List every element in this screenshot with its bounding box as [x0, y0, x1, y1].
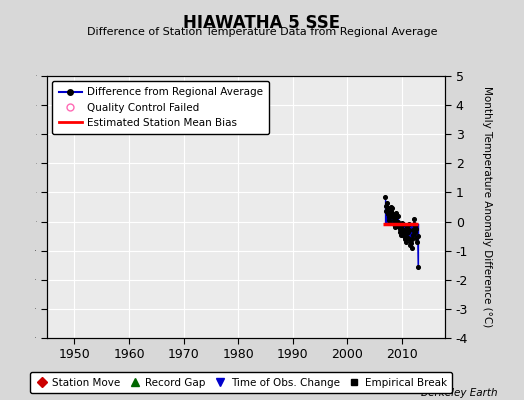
- Point: [406, 242, 414, 248]
- Point: [411, 228, 420, 235]
- Point: [400, 227, 408, 234]
- Point: [401, 236, 409, 242]
- Point: [394, 212, 402, 219]
- Point: [396, 228, 404, 235]
- Point: [408, 236, 416, 242]
- Point: [405, 221, 413, 228]
- Point: [390, 224, 399, 230]
- Point: [384, 211, 392, 218]
- Point: [391, 210, 400, 216]
- Text: Berkeley Earth: Berkeley Earth: [421, 388, 498, 398]
- Point: [412, 234, 420, 241]
- Point: [407, 244, 416, 251]
- Point: [388, 205, 397, 212]
- Point: [387, 204, 395, 210]
- Text: HIAWATHA 5 SSE: HIAWATHA 5 SSE: [183, 14, 341, 32]
- Point: [399, 221, 408, 228]
- Point: [396, 226, 405, 232]
- Point: [386, 220, 394, 226]
- Point: [398, 226, 407, 232]
- Point: [411, 223, 419, 229]
- Point: [413, 239, 421, 245]
- Point: [398, 220, 406, 226]
- Point: [413, 233, 422, 239]
- Point: [382, 202, 390, 209]
- Point: [394, 218, 402, 225]
- Point: [387, 208, 396, 214]
- Point: [392, 214, 400, 220]
- Point: [389, 211, 397, 218]
- Point: [391, 216, 399, 222]
- Point: [410, 216, 419, 222]
- Point: [403, 228, 412, 235]
- Point: [409, 227, 418, 234]
- Point: [403, 224, 411, 230]
- Point: [383, 200, 391, 206]
- Point: [410, 221, 418, 228]
- Point: [397, 232, 405, 238]
- Point: [407, 240, 415, 246]
- Point: [402, 239, 410, 245]
- Point: [383, 208, 391, 214]
- Point: [385, 217, 394, 223]
- Point: [412, 226, 421, 232]
- Y-axis label: Monthly Temperature Anomaly Difference (°C): Monthly Temperature Anomaly Difference (…: [482, 86, 492, 328]
- Point: [414, 264, 422, 270]
- Point: [392, 218, 401, 225]
- Point: [395, 224, 403, 230]
- Point: [401, 234, 410, 241]
- Point: [409, 232, 417, 238]
- Point: [381, 194, 389, 200]
- Point: [402, 230, 411, 236]
- Point: [400, 233, 409, 239]
- Point: [393, 223, 401, 229]
- Point: [385, 214, 393, 220]
- Point: [397, 223, 406, 229]
- Point: [389, 217, 398, 223]
- Point: [405, 227, 413, 234]
- Legend: Difference from Regional Average, Quality Control Failed, Estimated Station Mean: Difference from Regional Average, Qualit…: [52, 81, 269, 134]
- Text: Difference of Station Temperature Data from Regional Average: Difference of Station Temperature Data f…: [87, 27, 437, 37]
- Point: [406, 237, 414, 244]
- Legend: Station Move, Record Gap, Time of Obs. Change, Empirical Break: Station Move, Record Gap, Time of Obs. C…: [30, 372, 452, 393]
- Point: [399, 230, 407, 236]
- Point: [384, 205, 392, 212]
- Point: [390, 221, 398, 228]
- Point: [388, 212, 396, 219]
- Point: [386, 210, 395, 216]
- Point: [404, 234, 412, 241]
